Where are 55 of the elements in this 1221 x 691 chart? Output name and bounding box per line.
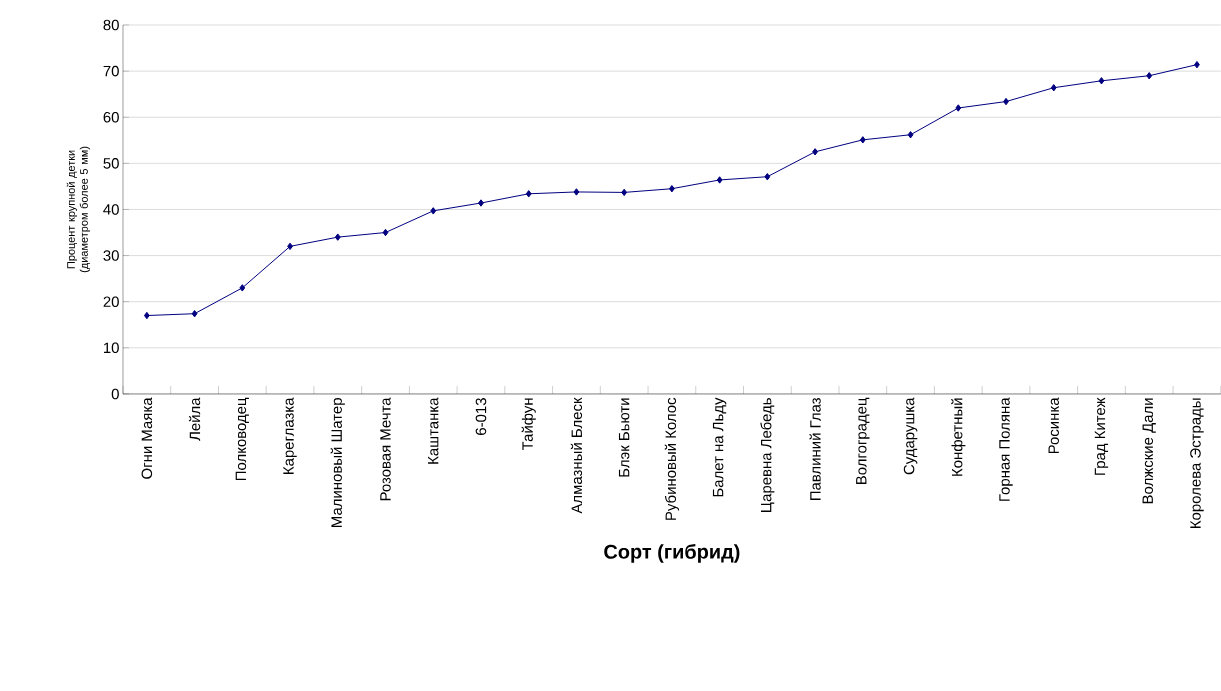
point <box>430 207 437 215</box>
y-tick-label: 40 <box>103 204 119 215</box>
x-tick-label: Волжские Дали <box>1142 398 1156 504</box>
y-tick-label: 0 <box>111 388 119 400</box>
y-tick-label: 20 <box>103 296 119 308</box>
point <box>1146 72 1153 80</box>
x-tick-label: Розовая Мечта <box>380 397 391 501</box>
point <box>621 188 628 197</box>
x-tick-label: Малиновый Шатер <box>330 398 345 527</box>
point <box>669 185 675 193</box>
point <box>478 199 484 207</box>
point <box>1194 61 1200 69</box>
y-tick-label: 60 <box>103 111 119 123</box>
x-tick-label: Блэк Бьюти <box>618 398 630 477</box>
point <box>143 311 150 320</box>
point <box>812 148 818 156</box>
x-tick-label: Павлиний Глаз <box>809 398 821 501</box>
x-tick-label: Огни Маяка <box>141 397 153 479</box>
point <box>716 176 723 184</box>
point <box>525 190 532 198</box>
x-tick-label: Горная Поляна <box>999 397 1013 501</box>
point <box>573 188 580 196</box>
y-tick-label: 50 <box>103 158 119 169</box>
y-axis-title: Процент крупной детки (диаметром более 5 мм) <box>66 146 90 273</box>
x-tick-label: Сударушка <box>903 397 918 475</box>
x-tick-label: Лейла <box>188 397 201 441</box>
x-tick-label: Конфетный <box>951 398 966 476</box>
x-axis-title: Сорт (гибрид) <box>604 544 740 563</box>
point <box>334 233 341 241</box>
x-tick-label: Рубиновый Колос <box>664 397 679 520</box>
y-tick-label: 70 <box>103 65 119 77</box>
x-tick-label: Полководец <box>235 397 249 481</box>
x-tick-label: Волгоградец <box>856 397 870 485</box>
x-tick-label: Балет на Льду <box>712 397 727 497</box>
point <box>1098 77 1105 85</box>
point <box>764 173 771 181</box>
x-tick-label: Каштанка <box>428 397 439 464</box>
x-tick-label: Кареглазка <box>283 397 297 474</box>
y-tick-label: 10 <box>103 342 119 354</box>
point <box>1050 84 1057 92</box>
point <box>955 104 962 112</box>
point <box>382 228 389 237</box>
x-tick-label: Град Китеж <box>1094 397 1109 475</box>
x-tick-label: Алмазный Блеск <box>570 397 583 514</box>
y-tick-label: 80 <box>103 19 119 31</box>
point <box>191 310 198 318</box>
x-tick-label: Королева Эстрады <box>1190 398 1204 528</box>
point <box>907 131 914 139</box>
y-tick-label: 30 <box>103 250 119 261</box>
point <box>239 284 246 292</box>
x-tick-label: Царевна Лебедь <box>760 398 775 513</box>
x-tick-label: Тайфун <box>521 398 536 451</box>
x-tick-label: Росинка <box>1048 397 1059 454</box>
point <box>859 136 866 144</box>
x-tick-label: 6-013 <box>475 398 487 435</box>
